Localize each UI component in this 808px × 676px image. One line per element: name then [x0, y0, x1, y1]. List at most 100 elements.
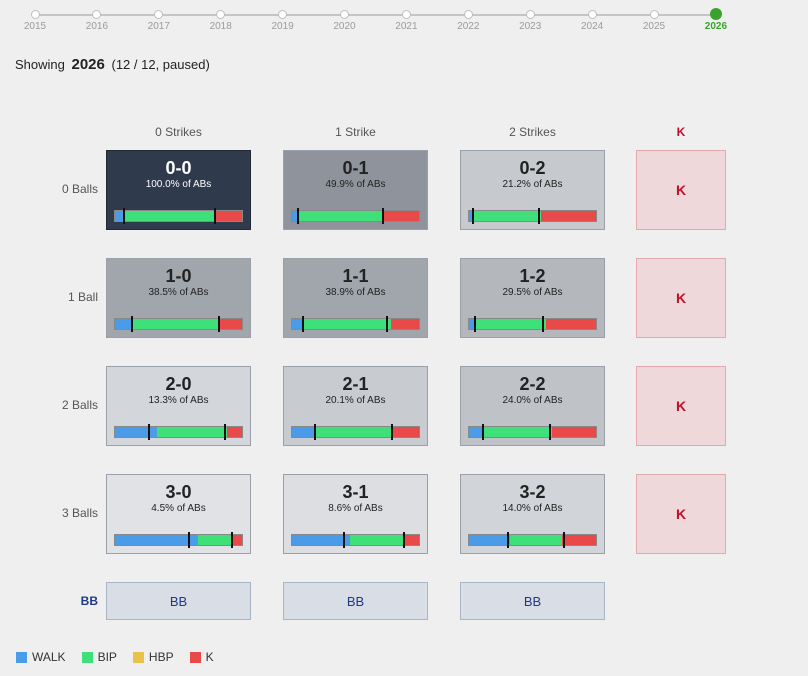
bar-marker [313, 424, 316, 440]
row-header-1-ball: 1 Ball [67, 290, 98, 304]
timeline-track [35, 14, 715, 16]
ab-percentage: 21.2% of ABs [502, 179, 563, 190]
count-cell-0-1[interactable]: 0-1 49.9% of ABs [283, 150, 428, 230]
hbp-swatch [132, 651, 144, 663]
timeline-year-label: 2021 [395, 21, 418, 32]
bb-box-2-strikes[interactable]: BB [460, 582, 605, 620]
k-segment [214, 211, 242, 221]
timeline-year-2025[interactable]: 2025 [629, 0, 679, 32]
timeline-dot[interactable] [216, 10, 226, 19]
count-label: 3-2 [519, 482, 546, 502]
outcome-bar [291, 208, 420, 224]
timeline-year-label: 2023 [519, 21, 542, 32]
bb-box-0-strikes[interactable]: BB [106, 582, 251, 620]
timeline-year-2019[interactable]: 2019 [258, 0, 308, 32]
legend-item-bip: BIP [81, 650, 117, 664]
k-segment [551, 427, 596, 437]
timeline-dot[interactable] [525, 10, 535, 19]
count-cell-0-2[interactable]: 0-2 21.2% of ABs [460, 150, 605, 230]
count-cell-0-0[interactable]: 0-0 100.0% of ABs [106, 150, 251, 230]
bip-segment [482, 427, 552, 437]
bar-marker [549, 424, 552, 440]
count-cell-1-1[interactable]: 1-1 38.9% of ABs [283, 258, 428, 338]
timeline-dot[interactable] [30, 10, 40, 19]
legend-item-walk: WALK [16, 650, 66, 664]
ab-percentage: 14.0% of ABs [502, 503, 563, 514]
count-cell-1-2[interactable]: 1-2 29.5% of ABs [460, 258, 605, 338]
timeline-dot[interactable] [587, 10, 597, 19]
legend-label-bip: BIP [97, 650, 117, 664]
count-cell-2-2[interactable]: 2-2 24.0% of ABs [460, 366, 605, 446]
timeline-year-label: 2019 [271, 21, 294, 32]
timeline-dot[interactable] [649, 10, 659, 19]
k-segment [405, 535, 419, 545]
bip-segment [314, 427, 393, 437]
timeline-year-2024[interactable]: 2024 [567, 0, 617, 32]
bar-marker [386, 316, 389, 332]
timeline-year-2018[interactable]: 2018 [196, 0, 246, 32]
bb-box-1-strike[interactable]: BB [283, 582, 428, 620]
k-box-2-balls[interactable]: K [636, 366, 726, 446]
bar-marker [130, 316, 133, 332]
timeline-dot[interactable] [463, 10, 473, 19]
walk-segment [115, 211, 124, 221]
year-timeline: 2015 2016 2017 2018 2019 2020 2021 2022 2023 2024… [0, 0, 808, 40]
timeline-year-2020[interactable]: 2020 [320, 0, 370, 32]
count-cell-3-2[interactable]: 3-2 14.0% of ABs [460, 474, 605, 554]
k-segment [561, 535, 596, 545]
count-cell-2-0[interactable]: 2-0 13.3% of ABs [106, 366, 251, 446]
walk-segment [469, 319, 476, 329]
count-cell-3-1[interactable]: 3-1 8.6% of ABs [283, 474, 428, 554]
k-label: K [675, 506, 687, 522]
timeline-dot[interactable] [709, 8, 722, 20]
bar-marker [391, 424, 394, 440]
timeline-year-2017[interactable]: 2017 [134, 0, 184, 32]
count-label: 1-2 [519, 266, 546, 286]
legend-item-k: K [189, 650, 214, 664]
count-label: 1-1 [342, 266, 369, 286]
k-box-3-balls[interactable]: K [636, 474, 726, 554]
legend: WALK BIP HBP K [16, 650, 230, 664]
bar-marker [471, 208, 474, 224]
bar-marker [343, 532, 346, 548]
k-box-1-ball[interactable]: K [636, 258, 726, 338]
k-segment [383, 211, 419, 221]
legend-label-walk: WALK [32, 650, 66, 664]
walk-segment [469, 535, 510, 545]
timeline-year-2015[interactable]: 2015 [10, 0, 60, 32]
count-cell-3-0[interactable]: 3-0 4.5% of ABs [106, 474, 251, 554]
timeline-year-2026[interactable]: 2026 [691, 0, 741, 32]
walk-segment [292, 427, 315, 437]
timeline-year-2023[interactable]: 2023 [505, 0, 555, 32]
timeline-year-2021[interactable]: 2021 [381, 0, 431, 32]
k-segment [392, 427, 419, 437]
bar-marker [507, 532, 510, 548]
timeline-dot[interactable] [278, 10, 288, 19]
column-header-2-strikes: 2 Strikes [509, 125, 556, 139]
count-cell-2-1[interactable]: 2-1 20.1% of ABs [283, 366, 428, 446]
count-label: 0-1 [342, 158, 369, 178]
timeline-dot[interactable] [154, 10, 164, 19]
timeline-dot[interactable] [340, 10, 349, 19]
bip-segment [509, 535, 562, 545]
row-header-0-balls: 0 Balls [61, 182, 98, 196]
k-segment [546, 319, 596, 329]
k-segment [391, 319, 419, 329]
timeline-year-2022[interactable]: 2022 [443, 0, 493, 32]
outcome-bar [291, 532, 420, 548]
walk-segment [469, 427, 483, 437]
timeline-dot[interactable] [401, 10, 411, 19]
count-cell-1-0[interactable]: 1-0 38.5% of ABs [106, 258, 251, 338]
timeline-year-2016[interactable]: 2016 [72, 0, 122, 32]
bar-marker [537, 208, 540, 224]
timeline-dot[interactable] [92, 10, 102, 19]
timeline-year-label: 2015 [23, 21, 47, 32]
k-box-0-balls[interactable]: K [636, 150, 726, 230]
legend-item-hbp: HBP [132, 650, 174, 664]
ab-percentage: 38.5% of ABs [148, 287, 209, 298]
bb-label: BB [523, 593, 542, 609]
ab-percentage: 29.5% of ABs [502, 287, 563, 298]
outcome-bar [291, 316, 420, 332]
timeline-year-label: 2025 [642, 21, 666, 32]
k-swatch [189, 651, 201, 663]
